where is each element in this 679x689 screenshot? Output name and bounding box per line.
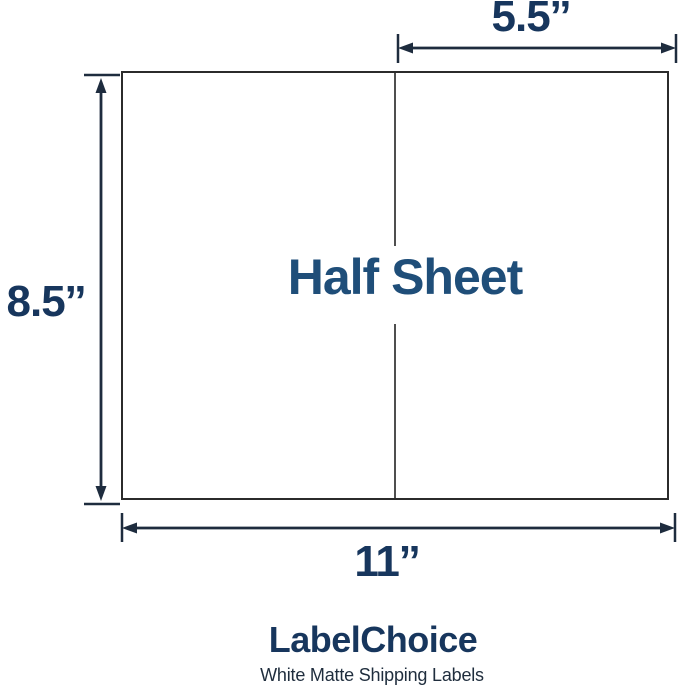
- brand-name: LabelChoice: [268, 619, 478, 660]
- arrowhead-left-icon: [398, 42, 413, 54]
- arrowhead-up-icon: [95, 78, 107, 93]
- sheet-outline: [121, 71, 669, 500]
- sheet-divider-line: [394, 73, 396, 246]
- full-width-dimension-label: 11’’: [354, 537, 420, 586]
- sheet-title: Half Sheet: [287, 249, 524, 305]
- height-dimension-label: 8.5’’: [6, 277, 87, 326]
- half-width-dimension-label: 5.5’’: [491, 0, 572, 41]
- arrowhead-down-icon: [95, 486, 107, 501]
- arrowhead-left-icon: [122, 522, 137, 534]
- sheet-divider-line: [394, 324, 396, 498]
- arrowhead-right-icon: [660, 522, 675, 534]
- brand-tagline: White Matte Shipping Labels: [260, 665, 484, 685]
- arrowhead-right-icon: [661, 42, 676, 54]
